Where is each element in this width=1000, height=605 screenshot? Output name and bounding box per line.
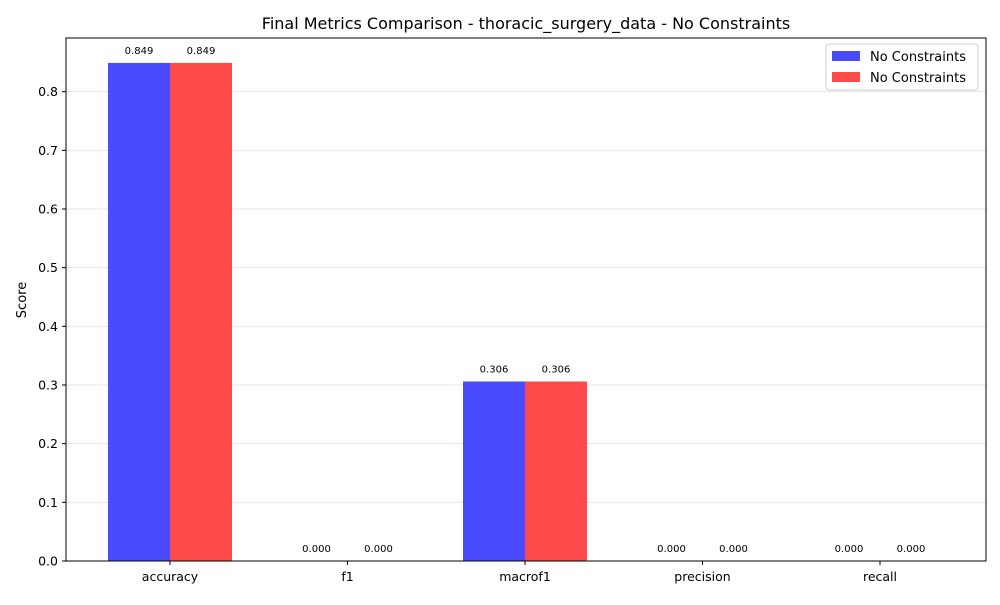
data-label: 0.000	[302, 544, 331, 555]
y-tick-label: 0.2	[38, 436, 58, 451]
y-tick-label: 0.1	[38, 495, 58, 510]
legend-swatch	[832, 72, 860, 82]
bar	[463, 381, 525, 561]
y-tick-label: 0.7	[38, 143, 58, 158]
y-tick-label: 0.8	[38, 84, 58, 99]
legend: No Constraints No Constraints	[825, 43, 979, 91]
y-tick-label: 0.4	[38, 319, 58, 334]
data-labels: 0.849 0.849 0.000 0.000 0.306 0.306 0.000 0.000…	[125, 46, 926, 555]
legend-frame	[825, 43, 979, 91]
bar	[525, 381, 587, 561]
data-label: 0.000	[657, 544, 686, 555]
data-label: 0.306	[542, 364, 571, 375]
x-tick-label: recall	[863, 569, 897, 584]
bars	[108, 62, 587, 561]
legend-label: No Constraints	[870, 71, 966, 86]
bar	[108, 62, 170, 561]
y-tick-label: 0.3	[38, 378, 58, 393]
x-tick-label: f1	[341, 569, 353, 584]
bar	[170, 62, 232, 561]
y-tick-label: 0.6	[38, 202, 58, 217]
x-tick-label: precision	[674, 569, 730, 584]
y-axis-label: Score	[15, 282, 30, 318]
y-tick-label: 0.5	[38, 260, 58, 275]
x-tick-label: accuracy	[142, 569, 199, 584]
legend-label: No Constraints	[870, 50, 966, 65]
data-label: 0.849	[187, 46, 216, 57]
axis-ticks: 0.0 0.1 0.2 0.3 0.4 0.5 0.6 0.7 0.8 accuracy f1 mac…	[38, 84, 897, 584]
data-label: 0.000	[835, 544, 864, 555]
data-label: 0.000	[719, 544, 748, 555]
data-label: 0.849	[125, 46, 154, 57]
y-tick-label: 0.0	[38, 554, 58, 569]
legend-swatch	[832, 51, 860, 61]
data-label: 0.000	[897, 544, 926, 555]
data-label: 0.306	[480, 364, 509, 375]
plot-frame	[65, 37, 987, 562]
chart-title: Final Metrics Comparison - thoracic_surg…	[262, 14, 790, 34]
data-label: 0.000	[364, 544, 393, 555]
x-tick-label: macrof1	[499, 569, 551, 584]
